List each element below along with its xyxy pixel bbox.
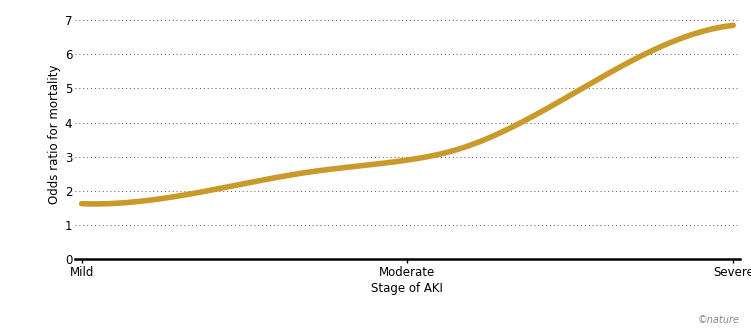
X-axis label: Stage of AKI: Stage of AKI — [372, 282, 443, 295]
Y-axis label: Odds ratio for mortality: Odds ratio for mortality — [47, 65, 61, 204]
Text: ©nature: ©nature — [698, 315, 740, 325]
